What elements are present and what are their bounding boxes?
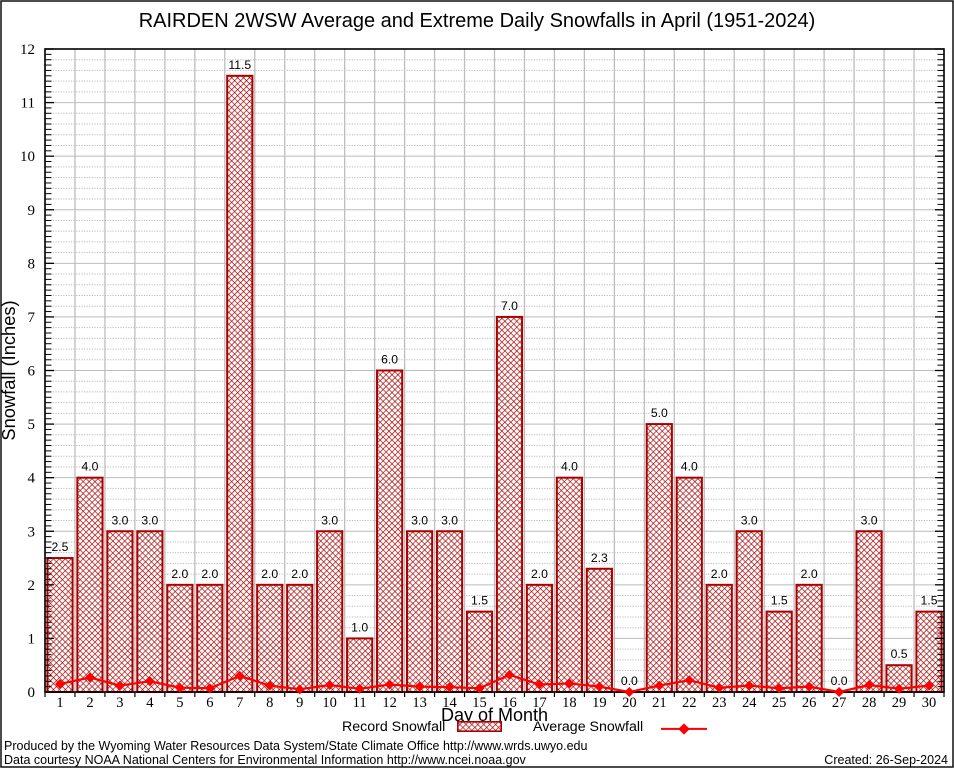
svg-text:7: 7	[236, 695, 243, 711]
svg-text:0: 0	[28, 685, 36, 701]
svg-text:3.0: 3.0	[861, 513, 878, 527]
svg-text:2.3: 2.3	[591, 551, 608, 565]
svg-text:3.0: 3.0	[141, 513, 158, 527]
svg-text:26: 26	[802, 695, 817, 711]
svg-text:7: 7	[28, 310, 36, 326]
svg-text:19: 19	[592, 695, 607, 711]
svg-text:10: 10	[322, 695, 337, 711]
svg-text:4.0: 4.0	[681, 460, 698, 474]
svg-text:4.0: 4.0	[561, 460, 578, 474]
svg-text:28: 28	[862, 695, 877, 711]
svg-text:2.0: 2.0	[261, 567, 278, 581]
svg-text:Snowfall (Inches): Snowfall (Inches)	[0, 300, 19, 440]
svg-text:3.0: 3.0	[741, 513, 758, 527]
svg-text:20: 20	[622, 695, 637, 711]
svg-text:6: 6	[28, 364, 36, 380]
svg-text:11: 11	[21, 96, 35, 112]
svg-text:RAIRDEN 2WSW Average and Extre: RAIRDEN 2WSW Average and Extreme Daily S…	[139, 10, 816, 32]
svg-text:3: 3	[116, 695, 123, 711]
svg-text:18: 18	[562, 695, 577, 711]
svg-text:2: 2	[28, 578, 36, 594]
svg-text:1.5: 1.5	[471, 594, 488, 608]
svg-text:0.0: 0.0	[621, 674, 638, 688]
svg-text:1: 1	[56, 695, 63, 711]
svg-text:4: 4	[146, 695, 154, 711]
svg-text:6: 6	[206, 695, 213, 711]
svg-text:21: 21	[652, 695, 667, 711]
svg-text:7.0: 7.0	[501, 299, 518, 313]
svg-text:3.0: 3.0	[111, 513, 128, 527]
svg-text:23: 23	[712, 695, 727, 711]
svg-text:1.5: 1.5	[921, 594, 938, 608]
svg-text:2.5: 2.5	[52, 540, 69, 554]
svg-text:2.0: 2.0	[291, 567, 308, 581]
svg-text:29: 29	[892, 695, 907, 711]
svg-text:22: 22	[682, 695, 697, 711]
svg-text:3.0: 3.0	[321, 513, 338, 527]
svg-text:9: 9	[296, 695, 303, 711]
svg-text:25: 25	[772, 695, 787, 711]
svg-text:1.0: 1.0	[351, 620, 368, 634]
svg-text:27: 27	[832, 695, 847, 711]
svg-text:2.0: 2.0	[801, 567, 818, 581]
svg-text:2.0: 2.0	[171, 567, 188, 581]
svg-text:8: 8	[266, 695, 273, 711]
svg-text:0.5: 0.5	[891, 647, 908, 661]
svg-text:4.0: 4.0	[81, 460, 98, 474]
svg-text:24: 24	[742, 695, 757, 711]
svg-text:6.0: 6.0	[381, 353, 398, 367]
svg-text:5: 5	[28, 417, 36, 433]
svg-text:2: 2	[86, 695, 93, 711]
svg-text:11: 11	[353, 695, 367, 711]
svg-text:3.0: 3.0	[411, 513, 428, 527]
svg-text:2.0: 2.0	[711, 567, 728, 581]
svg-text:3: 3	[28, 524, 36, 540]
svg-text:10: 10	[20, 149, 35, 165]
svg-text:5.0: 5.0	[651, 406, 668, 420]
svg-text:1: 1	[28, 631, 36, 647]
svg-text:12: 12	[20, 42, 35, 58]
svg-text:5: 5	[176, 695, 183, 711]
svg-text:12: 12	[382, 695, 397, 711]
svg-text:2.0: 2.0	[201, 567, 218, 581]
svg-text:4: 4	[28, 471, 36, 487]
svg-text:1.5: 1.5	[771, 594, 788, 608]
svg-text:8: 8	[28, 256, 36, 272]
svg-text:3.0: 3.0	[441, 513, 458, 527]
svg-text:30: 30	[922, 695, 937, 711]
svg-text:9: 9	[28, 203, 36, 219]
svg-text:2.0: 2.0	[531, 567, 548, 581]
svg-text:11.5: 11.5	[228, 58, 251, 72]
svg-text:0.0: 0.0	[831, 674, 848, 688]
svg-text:13: 13	[412, 695, 427, 711]
